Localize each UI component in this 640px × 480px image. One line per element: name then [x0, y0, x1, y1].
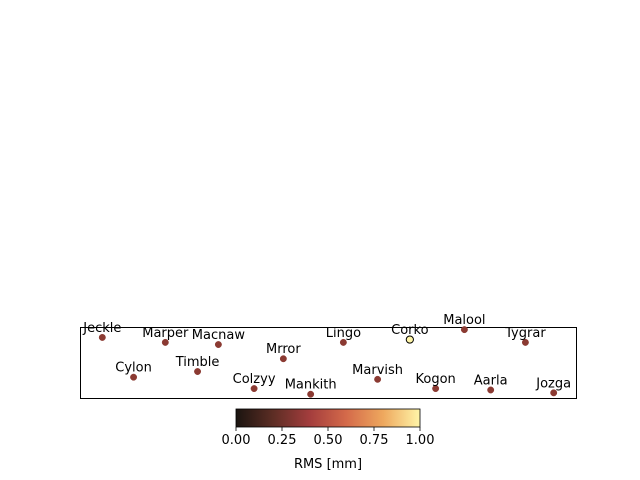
point-label-mrror: Mrror [266, 342, 301, 357]
scatter-point-colzyy [250, 385, 258, 393]
colorbar-gradient [236, 409, 420, 427]
point-label-malool: Malool [443, 313, 485, 328]
point-label-aarla: Aarla [474, 373, 508, 388]
scatter-points: Jeckle Marper Macnaw Lingo Corko Malool Tygrar… [82, 313, 571, 398]
scatter-point-cylon [130, 373, 138, 381]
scatter-point-jeckle [98, 333, 106, 341]
point-label-kogon: Kogon [415, 372, 455, 387]
scatter-point-malool [460, 326, 468, 334]
point-label-cylon: Cylon [115, 361, 152, 376]
point-label-jozga: Jozga [535, 376, 571, 391]
point-label-colzyy: Colzyy [233, 372, 276, 387]
point-label-macnaw: Macnaw [192, 328, 246, 343]
point-label-jeckle: Jeckle [82, 321, 121, 336]
colorbar: 0.00 0.25 0.50 0.75 1.00 RMS [mm] [222, 408, 435, 472]
colorbar-tick-label: 0.75 [360, 433, 389, 448]
scatter-point-marvish [374, 375, 382, 383]
colorbar-tick-label: 1.00 [406, 433, 435, 448]
scatter-point-tygrar [521, 338, 529, 346]
point-label-marvish: Marvish [352, 363, 403, 378]
colorbar-tick-label: 0.00 [222, 433, 251, 448]
point-label-lingo: Lingo [326, 326, 361, 341]
scatter-point-mankith [307, 390, 315, 398]
point-label-corko: Corko [391, 323, 428, 338]
scatter-point-marper [161, 338, 169, 346]
scatter-point-corko [405, 335, 414, 344]
scatter-point-aarla [487, 386, 495, 394]
point-label-marper: Marper [142, 326, 189, 341]
scatter-point-mrror [279, 355, 287, 363]
colorbar-tick-label: 0.25 [268, 433, 297, 448]
point-label-tygrar: Tygrar [504, 326, 546, 341]
scatter-point-macnaw [214, 341, 222, 348]
scatter-point-timble [194, 368, 202, 375]
plot-axes: Jeckle Marper Macnaw Lingo Corko Malool Tygrar… [80, 313, 577, 399]
scatter-point-lingo [339, 338, 347, 346]
colorbar-label: RMS [mm] [294, 457, 362, 472]
colorbar-tick-label: 0.50 [314, 433, 343, 448]
point-label-mankith: Mankith [285, 378, 337, 393]
point-label-timble: Timble [175, 355, 220, 370]
scatter-point-jozga [550, 389, 558, 397]
colorbar-ticks: 0.00 0.25 0.50 0.75 1.00 [222, 427, 435, 448]
plot-frame [80, 327, 577, 399]
scatter-point-kogon [432, 385, 440, 393]
